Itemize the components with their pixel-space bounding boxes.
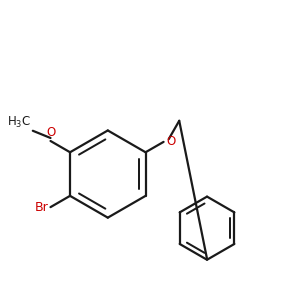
- Text: H$_3$C: H$_3$C: [7, 115, 31, 130]
- Text: O: O: [167, 135, 176, 148]
- Text: O: O: [46, 127, 55, 140]
- Text: Br: Br: [34, 201, 48, 214]
